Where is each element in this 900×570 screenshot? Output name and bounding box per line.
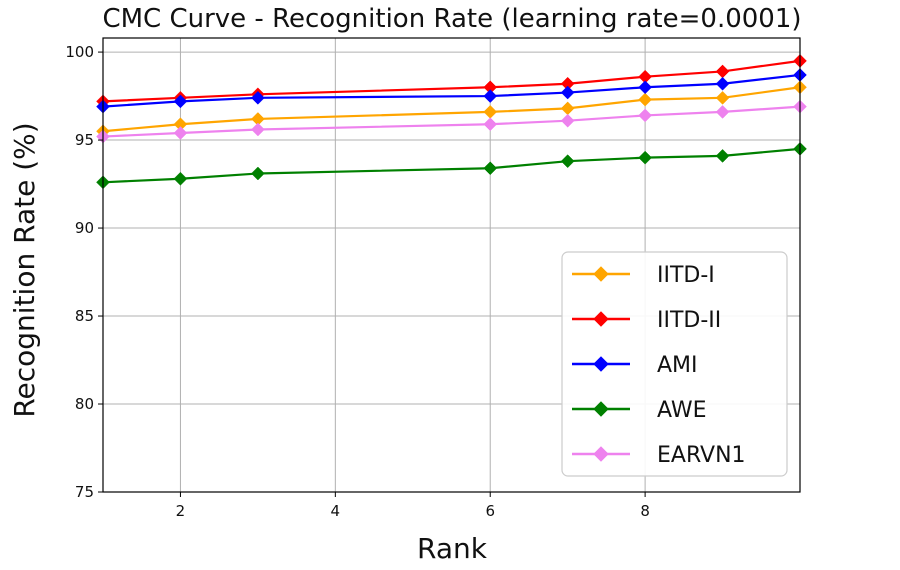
data-point-iitd-ii [715,64,730,79]
data-point-earvn1 [251,122,265,137]
y-tick-label: 80 [75,395,94,413]
data-point-iitd-i [483,105,498,119]
legend: IITD-I IITD-II AMI AWE EARVN1 [561,251,788,477]
data-point-ami [251,90,265,105]
legend-swatch-marker [593,356,609,372]
y-tick-label: 75 [75,483,94,501]
legend-label: AMI [657,353,698,378]
data-point-iitd-i [715,90,730,105]
data-point-awe [251,166,265,181]
legend-swatch-marker [593,446,609,462]
data-point-awe [560,154,575,169]
legend-label: EARVN1 [657,443,746,468]
legend-swatch-marker [593,311,609,327]
x-tick-label: 2 [176,502,186,520]
data-point-earvn1 [715,105,730,119]
x-tick-label: 6 [485,502,495,520]
data-point-ami [560,85,575,100]
data-point-earvn1 [173,126,188,140]
legend-label: AWE [657,398,707,423]
data-point-earvn1 [560,113,575,128]
legend-swatch-marker [593,266,609,282]
x-tick-label: 8 [640,502,650,520]
y-tick-label: 95 [75,131,94,149]
data-point-ami [638,80,652,95]
axes-layer: 2 4 6 8 75 80 85 90 95 100 [65,37,801,520]
y-tick-label: 90 [75,219,94,237]
series-layer [96,54,807,190]
data-point-ami [715,76,730,91]
data-point-awe [638,150,652,165]
plot-frame [102,37,801,493]
series-line-earvn1 [102,105,801,138]
x-axis-label: Rank [417,532,488,565]
data-point-iitd-i [560,101,575,116]
series-line-iitd-i [102,86,801,133]
data-point-ami [483,89,498,103]
data-point-earvn1 [483,117,498,132]
data-point-awe [715,149,730,163]
legend-box [561,251,788,477]
data-point-awe [173,171,188,186]
series-line-iitd-ii [102,59,801,103]
legend-swatch-marker [593,401,609,417]
series-line-awe [102,147,801,184]
data-point-ami [173,94,188,109]
series-line-ami [102,73,801,108]
data-point-awe [483,161,498,176]
chart-title: CMC Curve - Recognition Rate (learning r… [102,4,801,34]
data-point-iitd-i [638,92,652,107]
legend-label: IITD-I [657,263,715,288]
legend-label: IITD-II [657,308,721,333]
y-axis-label: Recognition Rate (%) [8,122,41,417]
data-point-earvn1 [638,108,652,123]
y-tick-label: 85 [75,307,94,325]
y-tick-label: 100 [65,43,94,61]
x-tick-label: 4 [331,502,341,520]
